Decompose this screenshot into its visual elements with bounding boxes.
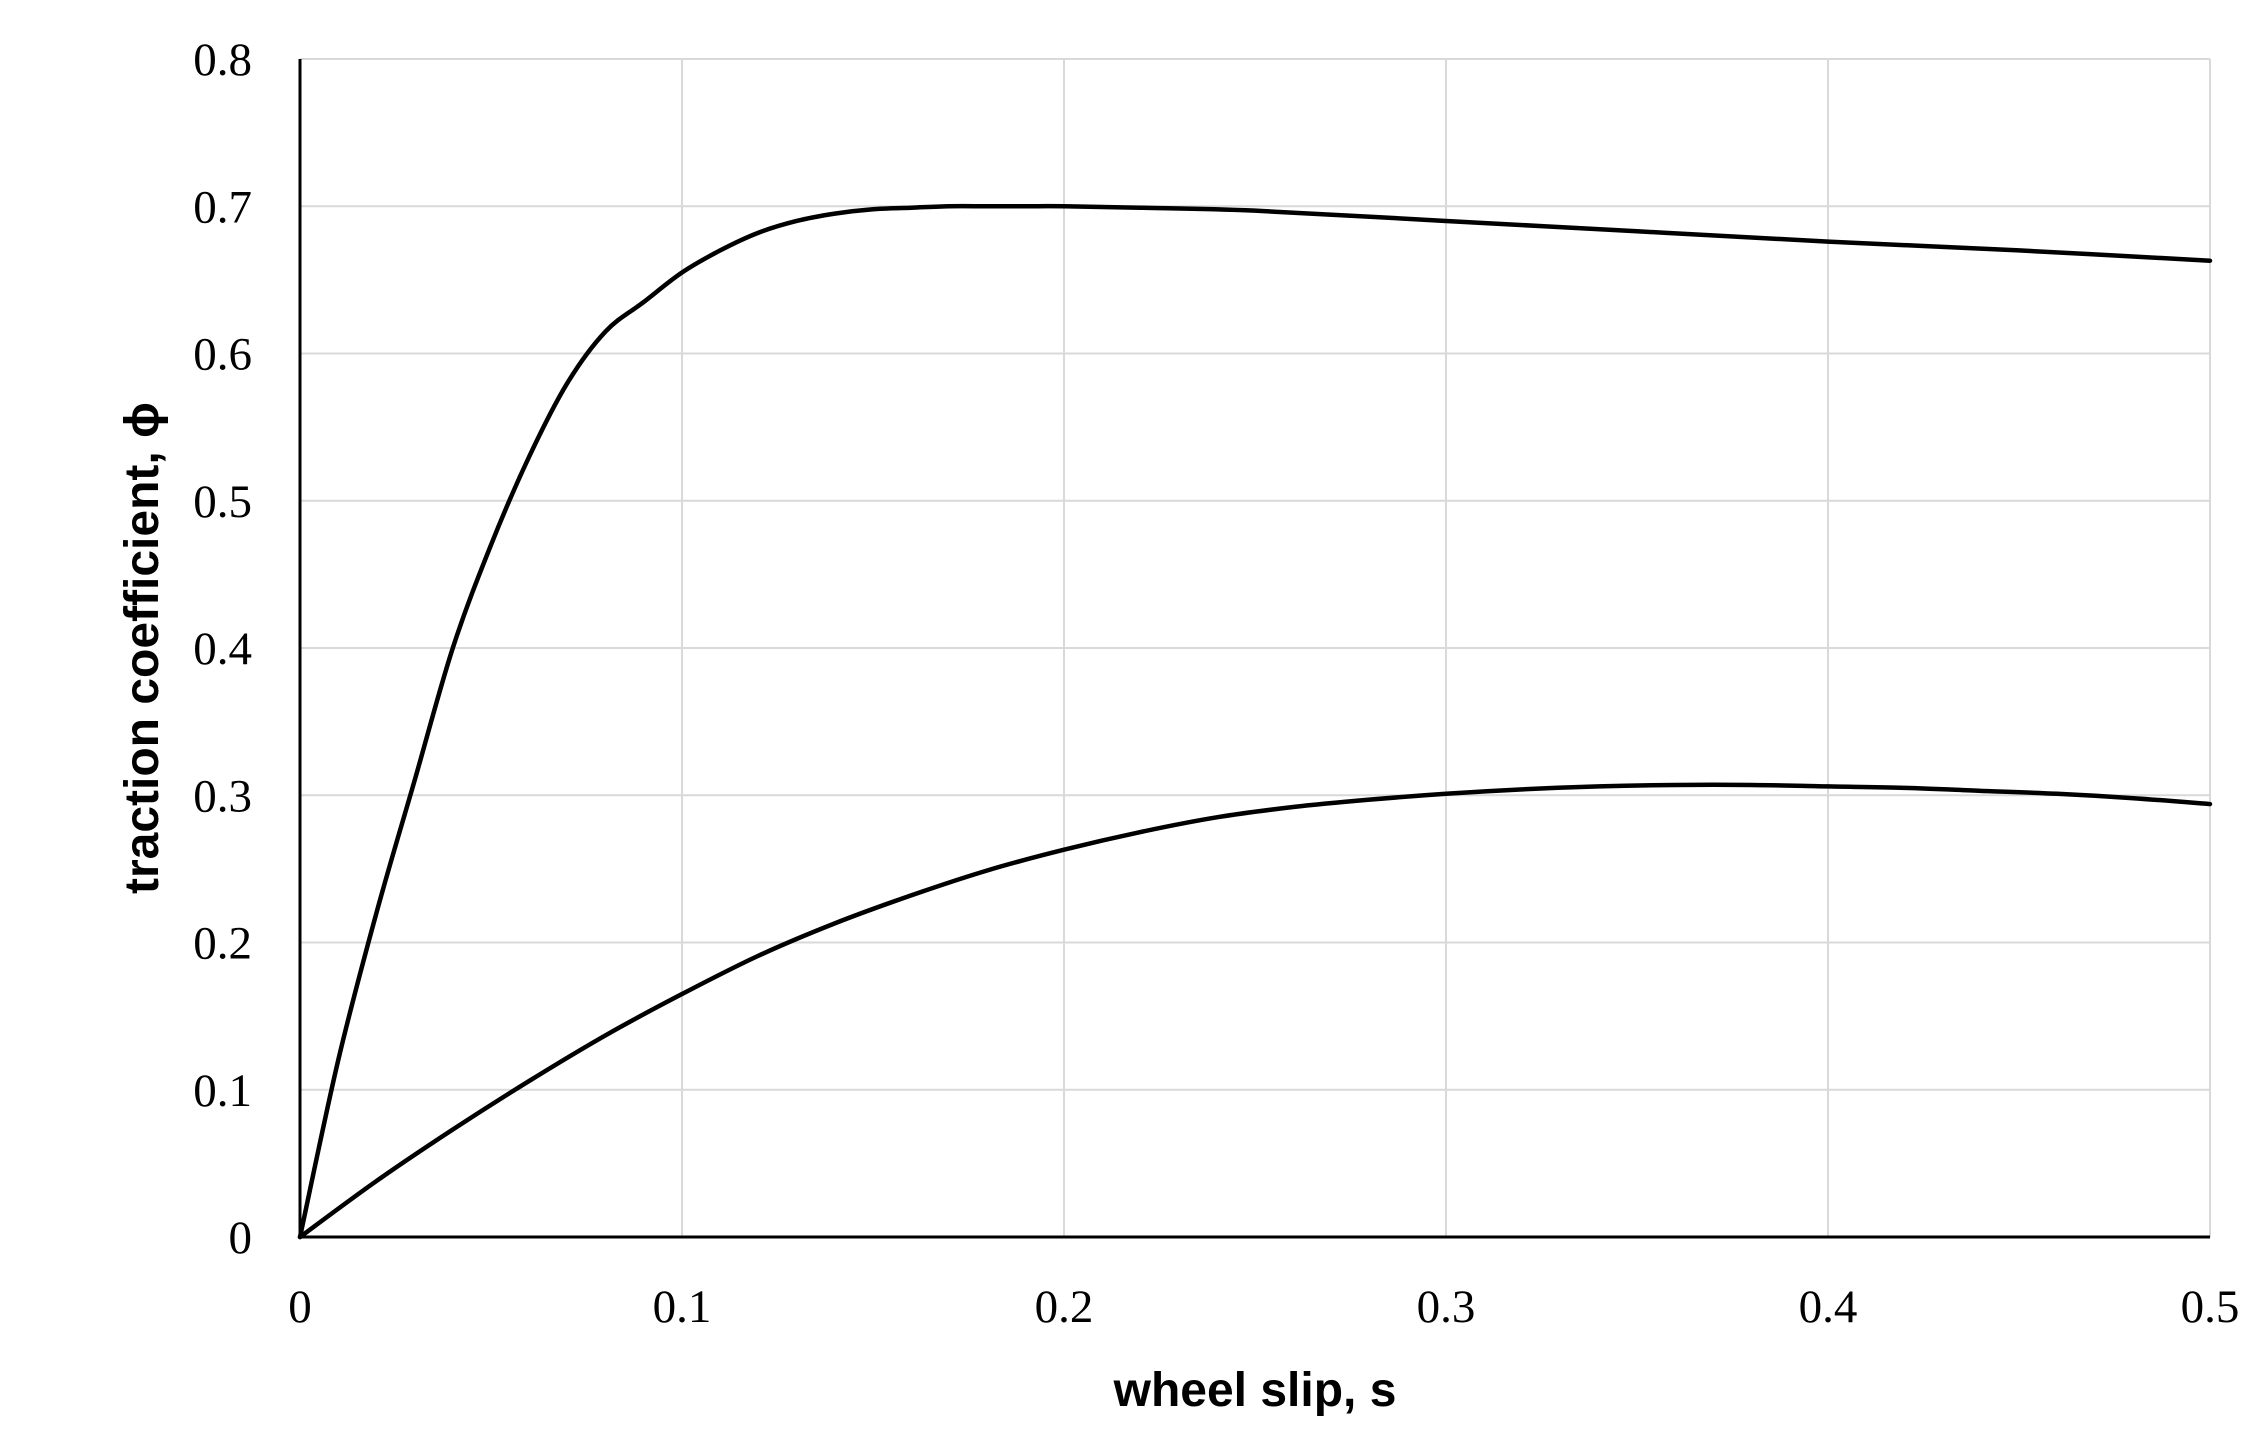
y-tick-label: 0.6 bbox=[193, 329, 252, 381]
x-tick-label: 0.4 bbox=[1799, 1281, 1858, 1333]
series-line-2 bbox=[297, 782, 2213, 1240]
series-line-1 bbox=[297, 203, 2213, 1240]
axes bbox=[298, 59, 2210, 1239]
y-tick-label: 0.2 bbox=[193, 918, 252, 970]
x-tick-label: 0.3 bbox=[1417, 1281, 1476, 1333]
series-lines bbox=[297, 203, 2213, 1240]
tick-labels: 0 0.1 0.2 0.3 0.4 0.5 0 0.1 0.2 0.3 0.4 0.5 0.6 0.7 0.… bbox=[193, 34, 2239, 1333]
x-tick-label: 0.1 bbox=[653, 1281, 712, 1333]
x-tick-label: 0 bbox=[288, 1281, 312, 1333]
x-tick-label: 0.5 bbox=[2181, 1281, 2240, 1333]
grid bbox=[300, 58, 2211, 1237]
y-axis-title: traction coefficient, ϕ bbox=[116, 402, 169, 894]
y-tick-label: 0.1 bbox=[193, 1065, 252, 1117]
y-tick-label: 0.7 bbox=[193, 181, 252, 233]
y-tick-label: 0.8 bbox=[193, 34, 252, 86]
x-tick-label: 0.2 bbox=[1035, 1281, 1094, 1333]
x-axis-title: wheel slip, s bbox=[1113, 1364, 1397, 1417]
y-tick-label: 0.4 bbox=[193, 623, 252, 675]
y-tick-label: 0.3 bbox=[193, 770, 252, 822]
y-tick-label: 0 bbox=[229, 1212, 253, 1264]
y-tick-label: 0.5 bbox=[193, 476, 252, 528]
